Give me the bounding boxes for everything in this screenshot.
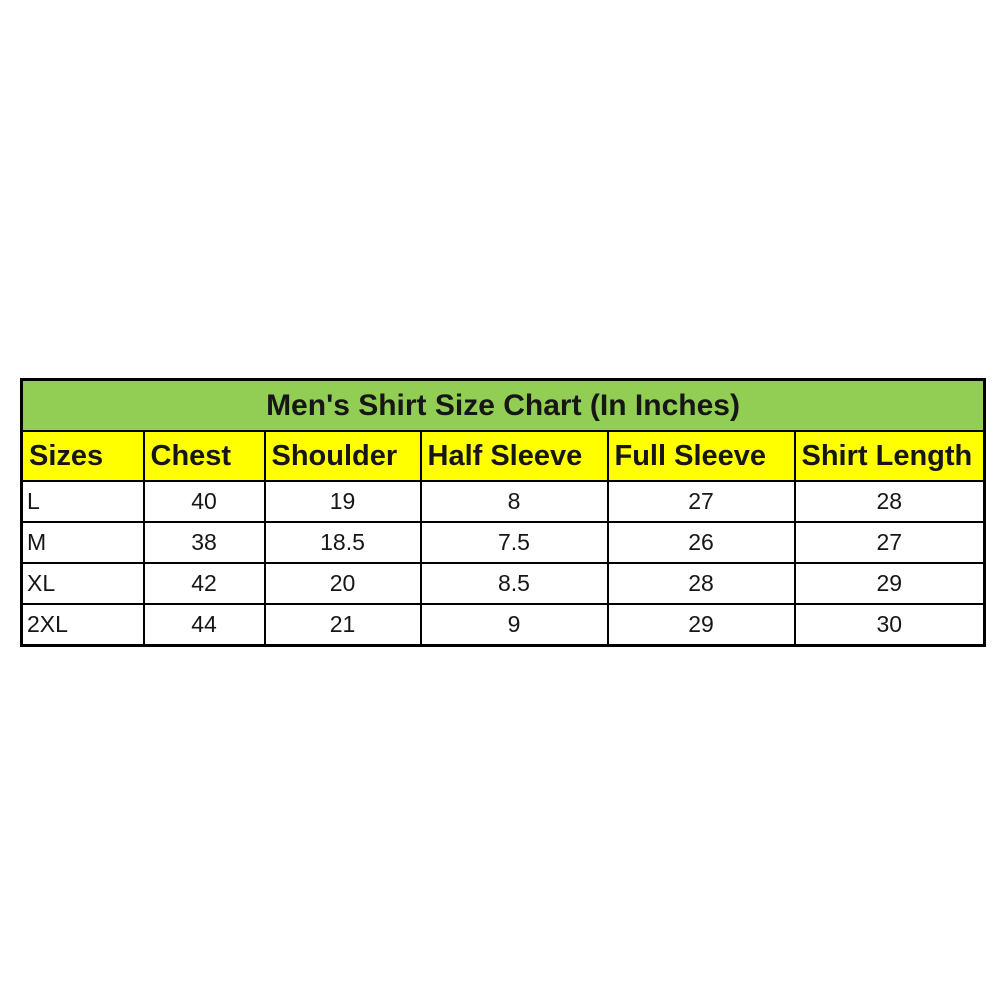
table-row-xl: XL 42 20 8.5 28 29 [20,562,986,605]
column-header-sizes: Sizes [20,430,145,482]
table-row-2xl: 2XL 44 21 9 29 30 [20,603,986,647]
table-cell: 8 [419,480,609,523]
table-row-l: L 40 19 8 27 28 [20,480,986,523]
table-cell: 27 [606,480,796,523]
table-row-m: M 38 18.5 7.5 26 27 [20,521,986,564]
table-cell: 7.5 [419,521,609,564]
table-cell: 27 [793,521,986,564]
title-row: Men's Shirt Size Chart (In Inches) [20,378,986,432]
table-title: Men's Shirt Size Chart (In Inches) [20,378,986,432]
table-cell: 8.5 [419,562,609,605]
row-label: 2XL [20,603,145,647]
row-label: L [20,480,145,523]
table-cell: 18.5 [263,521,422,564]
table-cell: 21 [263,603,422,647]
table-cell: 28 [793,480,986,523]
size-chart-table: Men's Shirt Size Chart (In Inches) Sizes… [20,378,987,647]
table-cell: 42 [142,562,266,605]
mens-shirt-size-table: Men's Shirt Size Chart (In Inches) Sizes… [20,378,987,647]
table-cell: 29 [606,603,796,647]
header-row: Sizes Chest Shoulder Half Sleeve Full Sl… [20,430,986,482]
table-cell: 20 [263,562,422,605]
table-cell: 28 [606,562,796,605]
table-cell: 44 [142,603,266,647]
table-cell: 29 [793,562,986,605]
table-cell: 9 [419,603,609,647]
table-cell: 40 [142,480,266,523]
column-header-chest: Chest [142,430,266,482]
column-header-half-sleeve: Half Sleeve [419,430,609,482]
table-cell: 30 [793,603,986,647]
table-cell: 26 [606,521,796,564]
table-cell: 19 [263,480,422,523]
table-cell: 38 [142,521,266,564]
column-header-shirt-length: Shirt Length [793,430,986,482]
column-header-full-sleeve: Full Sleeve [606,430,796,482]
row-label: XL [20,562,145,605]
column-header-shoulder: Shoulder [263,430,422,482]
row-label: M [20,521,145,564]
